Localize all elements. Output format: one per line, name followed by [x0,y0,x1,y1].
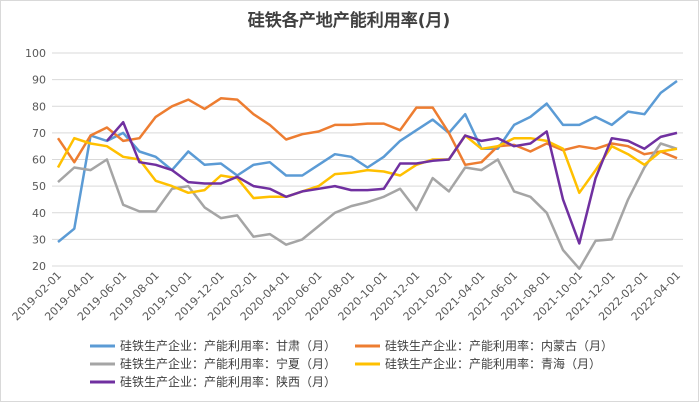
y-tick-label: 100 [25,47,46,60]
legend-label: 硅铁生产企业：产能利用率：陕西（月） [120,374,336,389]
y-tick-label: 90 [32,74,46,87]
series-line [105,120,678,245]
series-line [57,79,678,243]
y-tick-label: 40 [32,207,46,220]
legend-label: 硅铁生产企业：产能利用率：宁夏（月） [120,356,336,371]
series-line [56,97,678,167]
legend-label: 硅铁生产企业：产能利用率：青海（月） [385,356,601,371]
legend-label: 硅铁生产企业：产能利用率：甘肃（月） [120,338,336,353]
chart-title: 硅铁各产地产能利用率(月) [248,10,451,31]
y-tick-label: 60 [32,154,46,167]
y-tick-label: 30 [32,233,46,246]
y-tick-label: 20 [32,260,46,273]
y-tick-label: 70 [32,127,46,140]
y-tick-label: 80 [32,100,46,113]
series-line [56,134,678,200]
legend-label: 硅铁生产企业：产能利用率：内蒙古（月） [385,338,613,353]
series-line [57,142,678,270]
y-tick-label: 50 [32,180,46,193]
